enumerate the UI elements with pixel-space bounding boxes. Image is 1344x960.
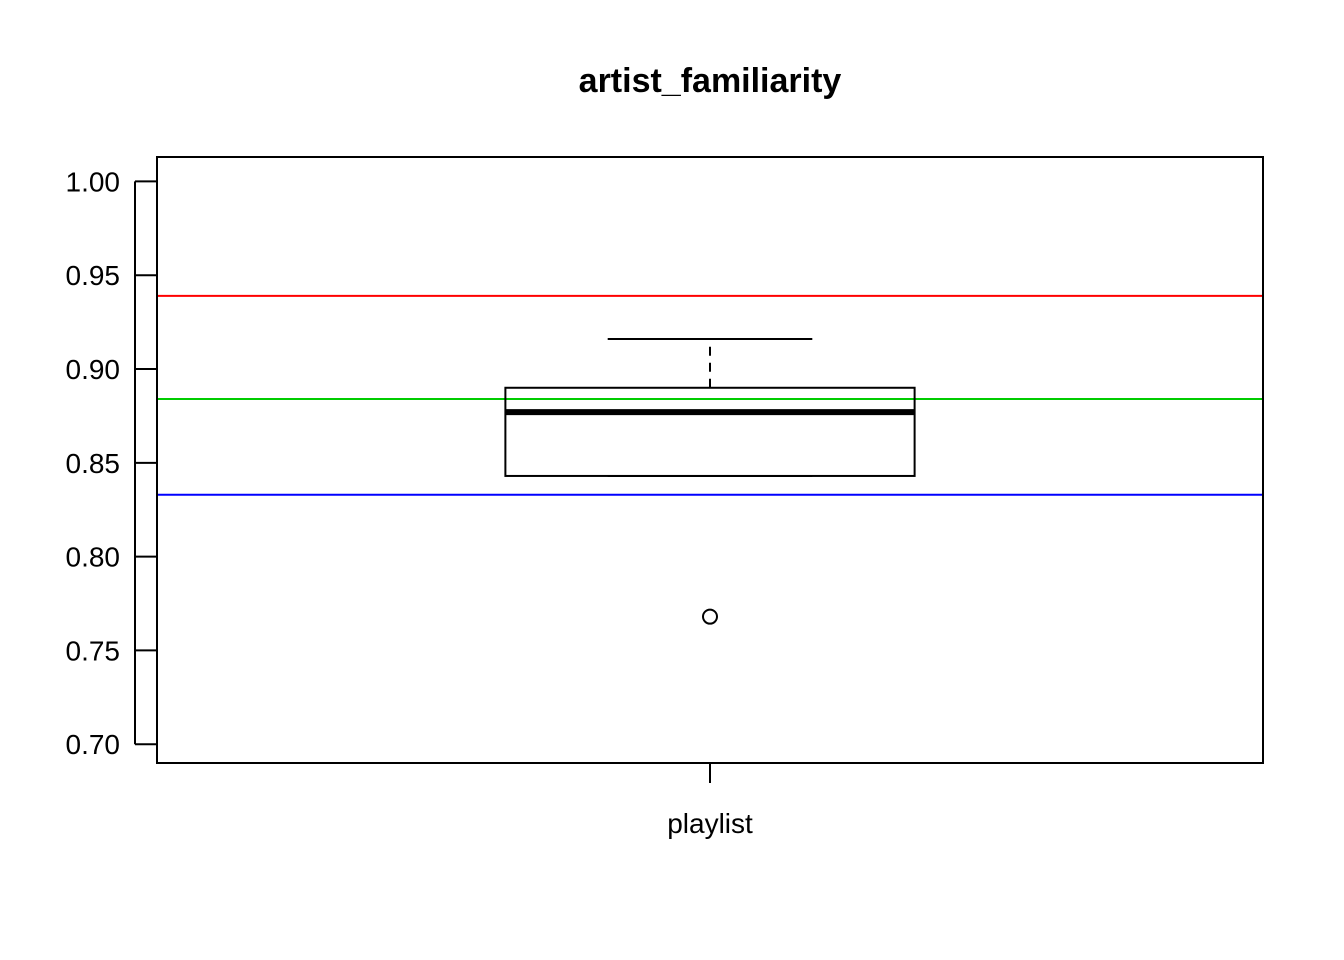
y-tick-label: 0.85 (66, 448, 121, 479)
y-tick-label: 0.80 (66, 542, 121, 573)
plot-frame (156, 156, 1264, 764)
y-tick-label: 0.75 (66, 635, 121, 666)
box-iqr (504, 386, 916, 477)
y-tick-label: 0.90 (66, 354, 121, 385)
chart-title: artist_familiarity (579, 62, 842, 100)
y-tick-label: 1.00 (66, 166, 121, 197)
outlier-point (702, 608, 718, 625)
x-tick-label: playlist (667, 808, 753, 839)
y-tick-label: 0.95 (66, 260, 121, 291)
x-axis: playlist (667, 763, 753, 839)
y-tick-label: 0.70 (66, 729, 121, 760)
y-axis: 0.70 0.75 0.80 0.85 0.90 0.95 1.00 (66, 166, 157, 760)
box-plots (504, 337, 916, 625)
reference-lines (157, 294, 1263, 496)
